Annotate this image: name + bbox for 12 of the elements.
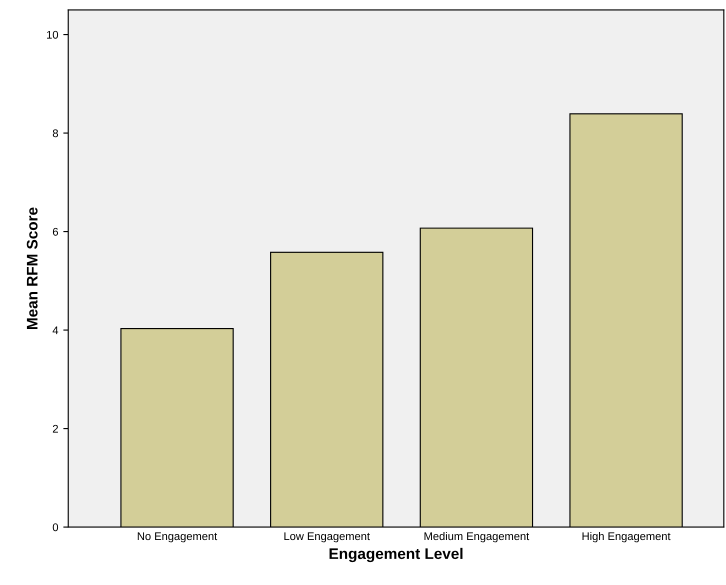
- x-tick-label: Medium Engagement: [424, 532, 530, 542]
- y-tick-label: 0: [52, 523, 58, 532]
- y-tick-label: 2: [52, 424, 58, 433]
- x-tick-label: No Engagement: [138, 532, 218, 542]
- y-tick-label: 4: [52, 326, 58, 334]
- x-axis-title: Engagement Level: [330, 548, 462, 562]
- y-tick-label: 6: [52, 228, 58, 236]
- y-tick-label: 10: [47, 30, 58, 39]
- x-tick-label: Low Engagement: [284, 532, 370, 542]
- y-axis-title: Mean RFM Score: [26, 207, 38, 330]
- y-tick-label: 8: [52, 129, 58, 138]
- x-tick-label: High Engagement: [582, 532, 670, 542]
